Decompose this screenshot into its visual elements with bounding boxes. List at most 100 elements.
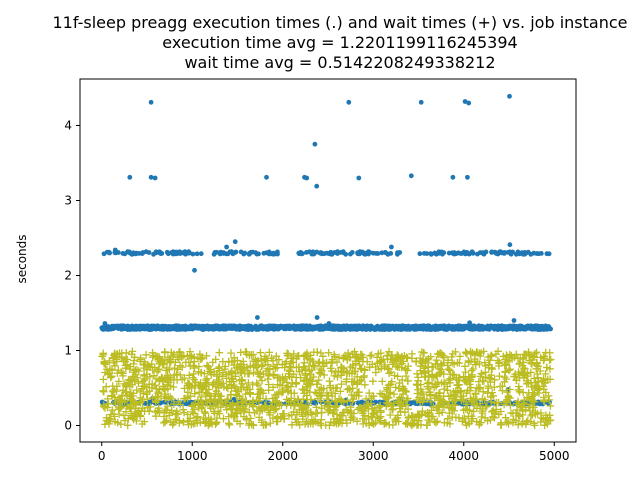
wait-point [481, 368, 490, 377]
wait-point [473, 395, 481, 404]
execution-point [249, 325, 255, 331]
wait-point [168, 420, 177, 429]
x-tick-label: 5000 [539, 449, 570, 463]
wait-point [230, 413, 238, 421]
y-tick-label: 0 [64, 419, 72, 433]
wait-point [357, 365, 366, 373]
wait-point [428, 380, 436, 388]
wait-point [486, 374, 495, 383]
wait-point [211, 355, 220, 364]
wait-point [520, 396, 529, 404]
execution-point [462, 99, 468, 104]
wait-point [335, 395, 343, 403]
wait-point [245, 400, 254, 408]
wait-point [191, 400, 200, 409]
wait-point [503, 395, 511, 404]
execution-point [477, 250, 483, 256]
wait-point [369, 392, 377, 400]
execution-point [418, 99, 424, 105]
wait-point [106, 373, 115, 382]
wait-point [446, 379, 454, 387]
wait-point [122, 349, 131, 357]
wait-point [546, 355, 555, 364]
execution-point [165, 251, 171, 257]
wait-point [211, 420, 220, 428]
wait-point [142, 383, 151, 391]
wait-point [253, 368, 262, 376]
wait-point [248, 381, 257, 389]
execution-point [218, 250, 224, 256]
wait-point [377, 358, 385, 367]
wait-point [531, 350, 539, 358]
wait-point [521, 406, 530, 414]
wait-point [242, 414, 251, 423]
wait-point [246, 362, 255, 370]
wait-point [306, 381, 315, 389]
wait-point [452, 387, 460, 395]
execution-point [232, 239, 238, 245]
wait-point [497, 420, 505, 429]
wait-point [287, 364, 295, 372]
wait-point [289, 350, 298, 358]
wait-point [132, 417, 141, 425]
wait-point [425, 378, 433, 387]
wait-point [203, 374, 211, 383]
wait-point [161, 406, 169, 414]
wait-point [326, 406, 334, 415]
wait-point [104, 400, 113, 408]
execution-point [312, 399, 318, 405]
execution-point [492, 323, 498, 329]
x-tick-label: 4000 [448, 449, 479, 463]
wait-point [273, 390, 281, 399]
wait-point [487, 393, 495, 401]
wait-point [143, 395, 152, 403]
wait-point [204, 421, 213, 430]
wait-point [236, 368, 245, 376]
execution-point [102, 325, 108, 331]
wait-point [265, 408, 273, 417]
wait-point [378, 377, 387, 386]
wait-point [462, 349, 470, 357]
wait-point [393, 356, 401, 364]
execution-point [481, 324, 487, 330]
wait-point [371, 363, 380, 371]
wait-point [527, 412, 535, 420]
wait-point [145, 407, 153, 415]
wait-point [361, 403, 370, 412]
wait-point [512, 350, 521, 359]
execution-point [162, 323, 168, 329]
wait-point [292, 354, 301, 363]
wait-point [278, 360, 287, 369]
wait-point [404, 394, 412, 403]
wait-point [302, 352, 310, 360]
wait-point [233, 417, 241, 426]
wait-point [469, 365, 477, 373]
wait-point [456, 393, 465, 401]
wait-point [457, 387, 466, 396]
wait-point [355, 388, 363, 396]
wait-point [195, 362, 203, 371]
x-tick-label: 3000 [358, 449, 389, 463]
execution-point [389, 244, 394, 250]
execution-point [378, 324, 384, 330]
execution-point [262, 324, 268, 330]
wait-point [256, 372, 265, 381]
wait-point [467, 417, 476, 425]
execution-point [395, 324, 401, 329]
title-line-1: 11f-sleep preagg execution times (.) and… [53, 13, 628, 32]
execution-point [432, 250, 438, 256]
wait-point [521, 350, 529, 359]
wait-point [323, 389, 331, 397]
wait-point [431, 360, 440, 369]
wait-point [503, 388, 511, 396]
execution-point [395, 250, 400, 256]
wait-point [528, 410, 537, 419]
wait-point [342, 405, 350, 414]
wait-point [202, 352, 211, 360]
wait-point [366, 352, 374, 360]
wait-point [388, 360, 397, 369]
wait-point [233, 387, 242, 396]
wait-point [106, 366, 114, 375]
wait-point [356, 364, 365, 373]
wait-point [399, 398, 408, 407]
